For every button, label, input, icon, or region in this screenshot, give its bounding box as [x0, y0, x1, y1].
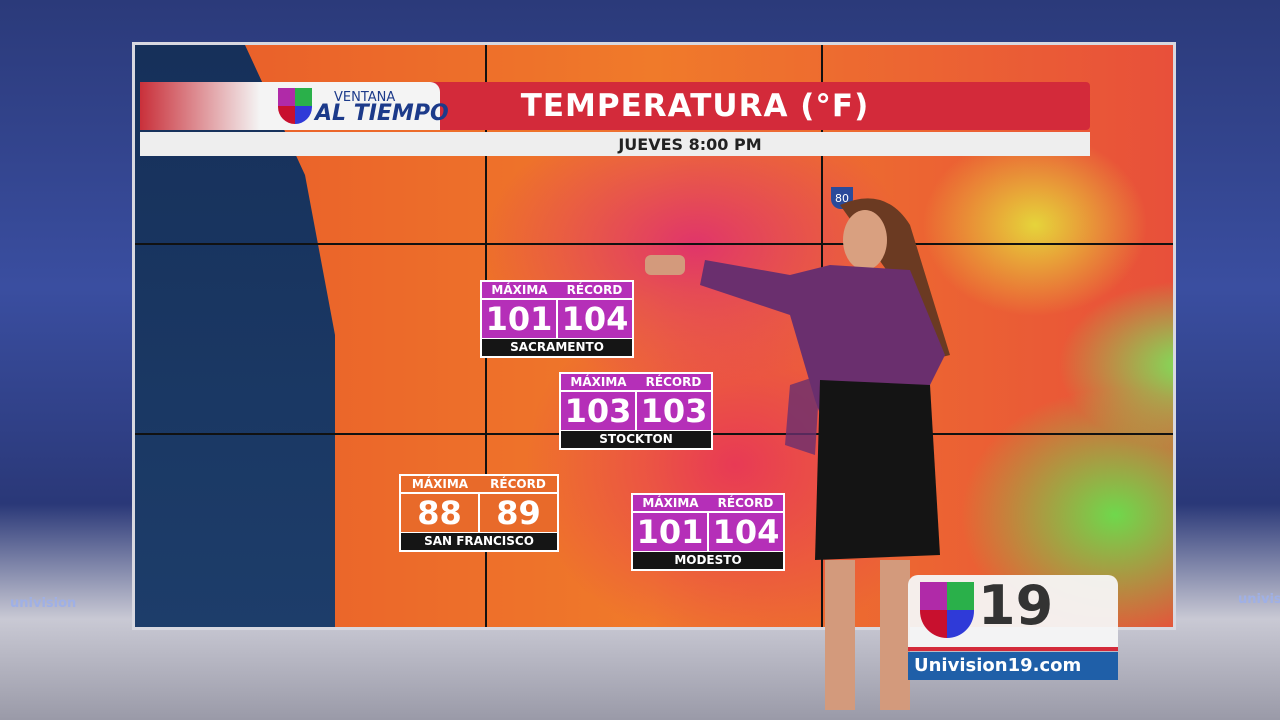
city-name: STOCKTON — [561, 431, 711, 448]
record-value: 103 — [637, 392, 711, 430]
max-value: 101 — [482, 300, 556, 338]
record-label: RÉCORD — [479, 476, 557, 492]
city-name: SAN FRANCISCO — [401, 533, 557, 550]
graphic-subtitle: JUEVES 8:00 PM — [618, 135, 762, 154]
max-label: MÁXIMA — [401, 476, 479, 492]
city-name: SACRAMENTO — [482, 339, 632, 356]
temp-card-san-francisco: MÁXIMA RÉCORD 88 89 SAN FRANCISCO — [399, 474, 559, 552]
max-value: 103 — [561, 392, 635, 430]
channel-website: Univision19.com — [908, 652, 1118, 680]
record-label: RÉCORD — [557, 282, 632, 298]
max-value: 101 — [633, 513, 707, 551]
record-value: 89 — [480, 494, 557, 532]
studio-brand-text-right: univision — [1238, 592, 1280, 607]
record-value: 104 — [558, 300, 632, 338]
record-label: RÉCORD — [636, 374, 711, 390]
max-label: MÁXIMA — [633, 495, 708, 511]
record-label: RÉCORD — [708, 495, 783, 511]
subtitle-bar — [140, 132, 1090, 156]
graphic-title: TEMPERATURA (°F) — [520, 88, 870, 124]
logo-text-ventana: VENTANA — [334, 90, 396, 105]
max-label: MÁXIMA — [561, 374, 636, 390]
max-label: MÁXIMA — [482, 282, 557, 298]
max-value: 88 — [401, 494, 478, 532]
temp-card-sacramento: MÁXIMA RÉCORD 101 104 SACRAMENTO — [480, 280, 634, 358]
studio-brand-text: univision — [10, 596, 77, 611]
logo-text-tiempo: AL TIEMPO — [315, 101, 449, 126]
channel-number: 19 — [978, 574, 1054, 637]
presenter — [645, 198, 950, 710]
temp-card-stockton: MÁXIMA RÉCORD 103 103 STOCKTON — [559, 372, 713, 450]
temp-card-modesto: MÁXIMA RÉCORD 101 104 MODESTO — [631, 493, 785, 571]
record-value: 104 — [709, 513, 783, 551]
univision-logo — [278, 88, 312, 124]
city-name: MODESTO — [633, 552, 783, 569]
map-grid-line — [135, 243, 1173, 245]
univision-channel-logo — [920, 582, 974, 638]
